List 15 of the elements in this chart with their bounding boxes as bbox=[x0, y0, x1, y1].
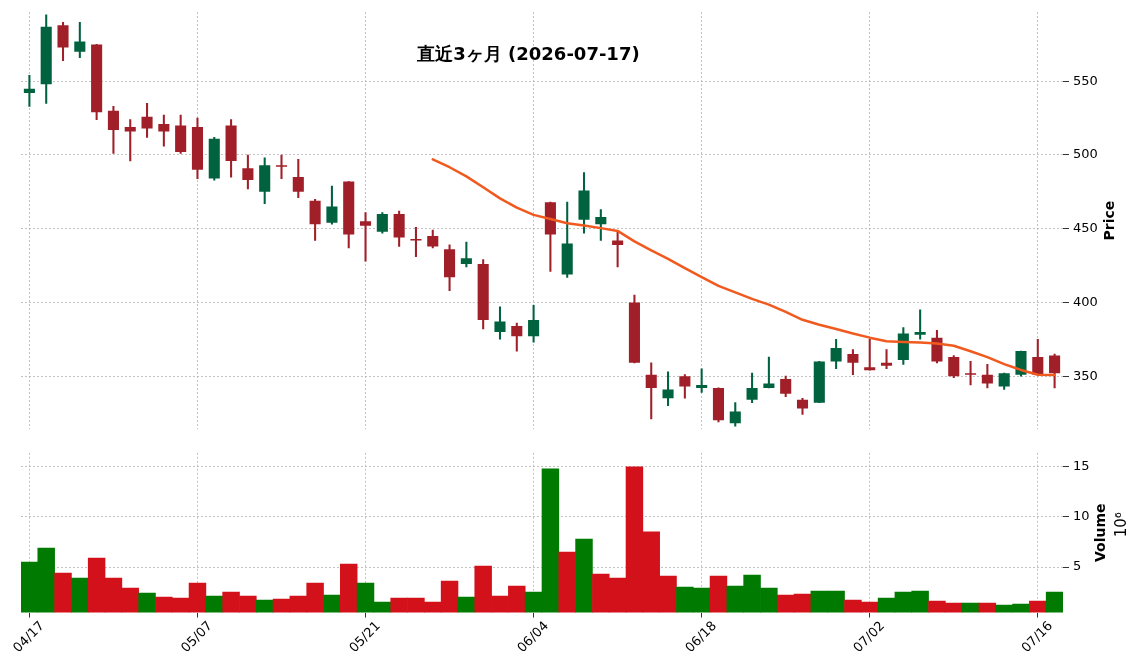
y-axis-title: Volume bbox=[1091, 503, 1108, 562]
candlestick bbox=[275, 154, 288, 179]
y-tick-label: 5 bbox=[1073, 558, 1082, 574]
y-axis-title: Price bbox=[1100, 200, 1117, 241]
text: 10⁶ bbox=[1111, 512, 1130, 538]
candlestick bbox=[914, 309, 926, 340]
y-tick-label: 500 bbox=[1073, 146, 1098, 162]
y-tick-label: 400 bbox=[1073, 293, 1098, 309]
y-tick-label: 350 bbox=[1073, 367, 1098, 383]
text: 直近3ヶ月 (2026-07-17) bbox=[416, 42, 640, 64]
y-tick-label: 10 bbox=[1073, 508, 1090, 524]
y-tick-label: 15 bbox=[1073, 458, 1090, 474]
candlestick bbox=[410, 226, 422, 258]
y-tick-label: 550 bbox=[1073, 72, 1098, 88]
y-tick-label: 450 bbox=[1073, 220, 1098, 236]
